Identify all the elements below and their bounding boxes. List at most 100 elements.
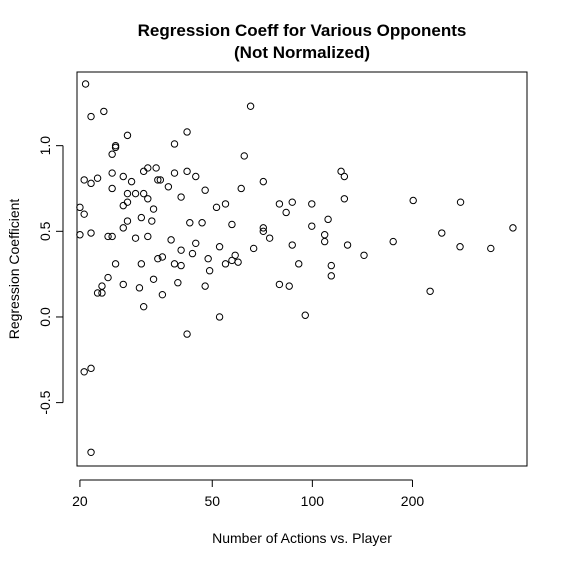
data-point (119, 224, 127, 232)
data-point (204, 255, 212, 263)
data-point (170, 260, 179, 268)
data-point (240, 152, 248, 160)
data-point (221, 200, 230, 208)
data-point (127, 177, 136, 186)
data-point (144, 232, 152, 241)
data-point (177, 246, 185, 254)
data-point (123, 217, 132, 225)
data-point (119, 172, 127, 181)
data-point (149, 275, 158, 283)
data-point (188, 249, 197, 258)
data-point (111, 260, 120, 268)
chart-subtitle: (Not Normalized) (234, 43, 370, 62)
data-point (192, 172, 200, 181)
data-point (154, 255, 162, 263)
data-point (360, 251, 368, 259)
data-point (170, 140, 179, 148)
data-point (308, 222, 316, 230)
data-point (158, 253, 167, 261)
data-point (340, 172, 349, 181)
data-point (156, 176, 165, 184)
data-point (288, 241, 296, 249)
data-point (337, 167, 345, 176)
data-point (108, 184, 116, 193)
data-point (246, 102, 255, 110)
data-point (81, 80, 90, 88)
data-point (389, 237, 397, 246)
y-axis-title: Regression Coefficient (6, 199, 22, 340)
data-point (308, 200, 316, 208)
data-point (438, 229, 446, 237)
data-point (201, 186, 209, 194)
data-point (139, 167, 148, 176)
data-point (87, 229, 95, 237)
data-point (285, 282, 293, 290)
data-point (265, 234, 274, 242)
data-point (212, 203, 221, 212)
x-tick-label: 200 (401, 493, 425, 509)
data-point (87, 112, 95, 121)
data-point (409, 196, 417, 205)
data-point (108, 150, 116, 158)
data-point (174, 279, 182, 287)
data-point (123, 189, 132, 198)
y-tick-label: 1.0 (37, 136, 53, 156)
data-point (320, 237, 329, 246)
data-point (177, 261, 185, 270)
data-point (275, 200, 284, 208)
data-point (324, 215, 332, 224)
data-point (186, 219, 194, 227)
data-point (144, 195, 152, 203)
data-point (231, 251, 239, 259)
data-point (137, 213, 146, 222)
data-point (87, 448, 95, 456)
data-point (275, 280, 284, 289)
data-point (93, 289, 102, 297)
data-point (487, 244, 495, 253)
data-point (456, 243, 464, 251)
data-point (170, 169, 179, 177)
x-axis-title: Number of Actions vs. Player (212, 530, 392, 546)
data-point (87, 364, 95, 373)
data-point (123, 131, 132, 140)
data-point (340, 195, 349, 203)
data-point (100, 107, 108, 116)
y-tick-label: 0.0 (37, 307, 53, 327)
data-point (177, 193, 185, 201)
y-tick-label: -0.5 (37, 390, 53, 414)
chart-title: Regression Coeff for Various Opponents (138, 21, 467, 40)
data-point (111, 143, 120, 152)
x-tick-label: 50 (204, 493, 220, 509)
data-point (80, 368, 88, 376)
data-point (320, 231, 329, 239)
data-point (164, 183, 173, 191)
data-point (237, 184, 245, 193)
data-point (343, 241, 352, 249)
data-point (131, 189, 140, 198)
data-point (148, 217, 156, 225)
data-point (205, 267, 214, 275)
data-points (76, 80, 517, 456)
data-point (288, 198, 296, 206)
data-point (509, 224, 517, 232)
data-point (108, 169, 116, 177)
data-point (183, 128, 191, 136)
data-point (104, 232, 112, 241)
data-point (131, 234, 140, 242)
data-point (215, 243, 224, 251)
data-point (201, 282, 209, 290)
data-point (192, 239, 200, 248)
data-point (158, 290, 167, 299)
data-point (139, 189, 148, 198)
data-point (149, 205, 158, 213)
data-point (154, 176, 162, 184)
data-point (456, 198, 465, 206)
data-point (259, 227, 268, 236)
data-point (301, 311, 309, 319)
data-point (228, 220, 236, 229)
data-point (259, 177, 268, 186)
data-point (135, 284, 144, 292)
data-point (282, 208, 290, 217)
plot-frame (76, 71, 528, 467)
